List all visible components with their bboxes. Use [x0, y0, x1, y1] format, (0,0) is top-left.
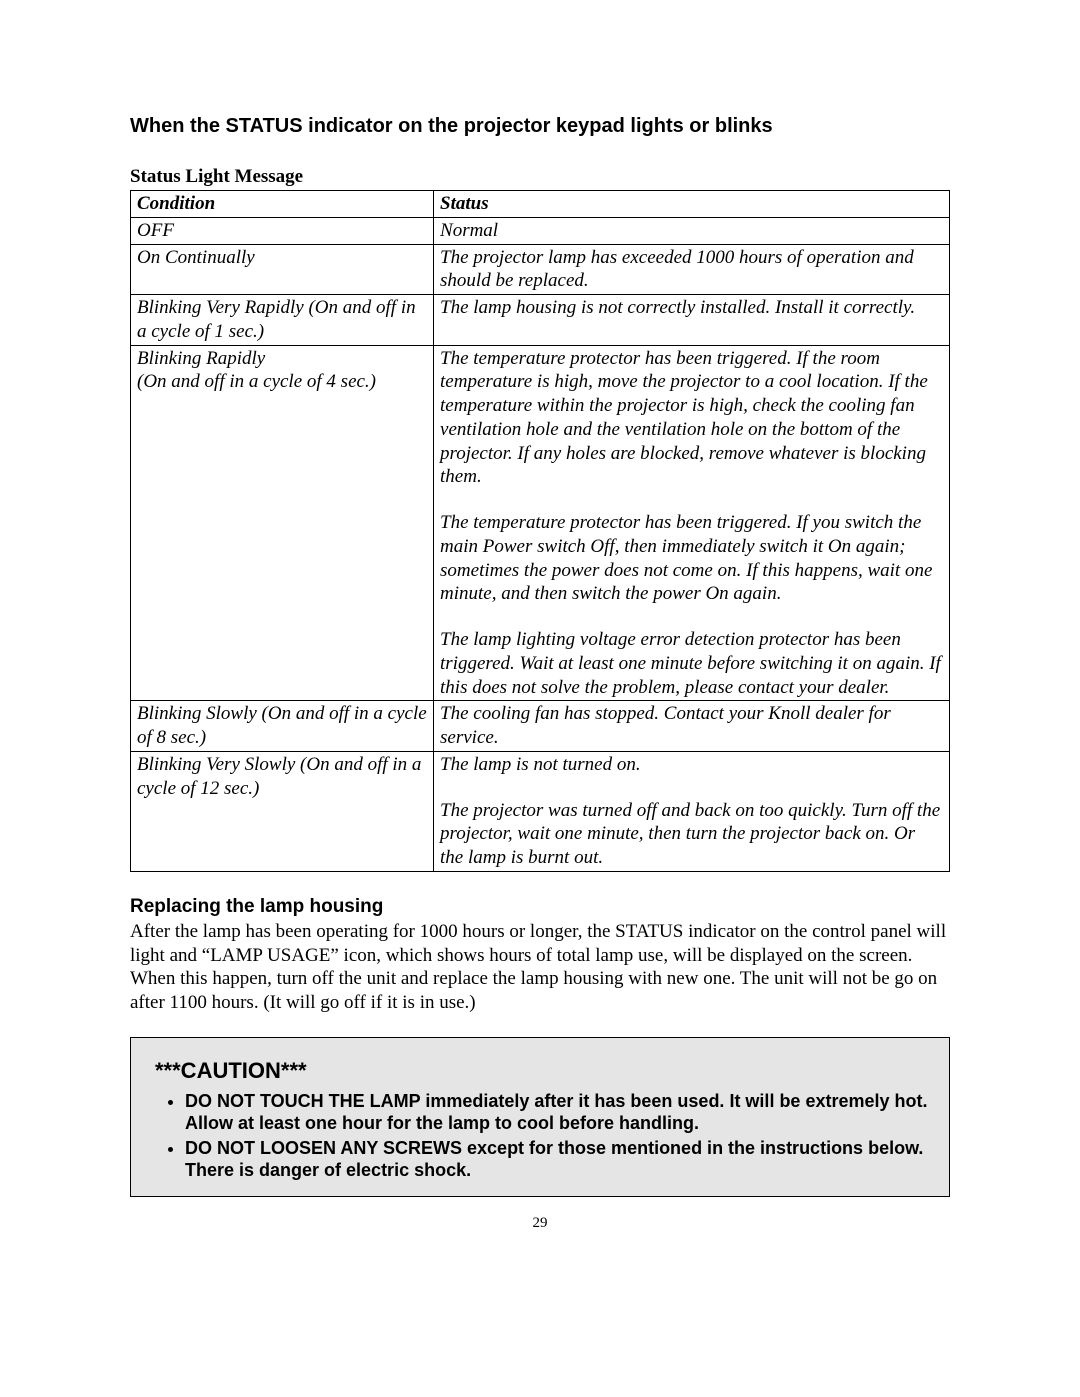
col-header-status: Status	[434, 191, 950, 218]
caution-item: DO NOT LOOSEN ANY SCREWS except for thos…	[185, 1137, 931, 1182]
cell-condition: Blinking Very Rapidly (On and off in a c…	[131, 295, 434, 346]
status-para: The projector was turned off and back on…	[440, 799, 943, 870]
status-para: The projector lamp has exceeded 1000 hou…	[440, 246, 943, 294]
cell-condition: Blinking Very Slowly (On and off in a cy…	[131, 751, 434, 871]
col-header-condition: Condition	[131, 191, 434, 218]
cell-status: The lamp is not turned on. The projector…	[434, 751, 950, 871]
cell-condition: Blinking Rapidly (On and off in a cycle …	[131, 345, 434, 701]
caution-box: ***CAUTION*** DO NOT TOUCH THE LAMP imme…	[130, 1037, 950, 1197]
caution-title: ***CAUTION***	[155, 1058, 931, 1084]
cell-condition: On Continually	[131, 244, 434, 295]
status-para: The temperature protector has been trigg…	[440, 347, 943, 490]
cell-status: The lamp housing is not correctly instal…	[434, 295, 950, 346]
condition-line: Blinking Rapidly	[137, 348, 265, 369]
cell-status: The projector lamp has exceeded 1000 hou…	[434, 244, 950, 295]
section-heading: When the STATUS indicator on the project…	[130, 115, 950, 138]
cell-status: The temperature protector has been trigg…	[434, 345, 950, 701]
body-paragraph: After the lamp has been operating for 10…	[130, 920, 950, 1015]
status-para: The lamp housing is not correctly instal…	[440, 296, 943, 320]
table-row: Blinking Rapidly (On and off in a cycle …	[131, 345, 950, 701]
cell-condition: OFF	[131, 217, 434, 244]
status-para: The lamp lighting voltage error detectio…	[440, 628, 943, 699]
status-para: Normal	[440, 219, 943, 243]
page-number: 29	[0, 1215, 1080, 1232]
table-header-row: Condition Status	[131, 191, 950, 218]
table-caption: Status Light Message	[130, 166, 950, 188]
table-row: Blinking Very Rapidly (On and off in a c…	[131, 295, 950, 346]
status-para: The temperature protector has been trigg…	[440, 511, 943, 606]
cell-status: Normal	[434, 217, 950, 244]
status-para: The cooling fan has stopped. Contact you…	[440, 702, 943, 750]
caution-list: DO NOT TOUCH THE LAMP immediately after …	[155, 1090, 931, 1182]
manual-page: When the STATUS indicator on the project…	[0, 0, 1080, 1397]
condition-line: (On and off in a cycle of 4 sec.)	[137, 371, 376, 392]
table-row: OFF Normal	[131, 217, 950, 244]
status-para: The lamp is not turned on.	[440, 753, 943, 777]
sub-heading: Replacing the lamp housing	[130, 896, 950, 918]
table-row: On Continually The projector lamp has ex…	[131, 244, 950, 295]
table-row: Blinking Slowly (On and off in a cycle o…	[131, 701, 950, 752]
table-row: Blinking Very Slowly (On and off in a cy…	[131, 751, 950, 871]
cell-status: The cooling fan has stopped. Contact you…	[434, 701, 950, 752]
cell-condition: Blinking Slowly (On and off in a cycle o…	[131, 701, 434, 752]
caution-item: DO NOT TOUCH THE LAMP immediately after …	[185, 1090, 931, 1135]
status-table: Condition Status OFF Normal On Continual…	[130, 190, 950, 872]
